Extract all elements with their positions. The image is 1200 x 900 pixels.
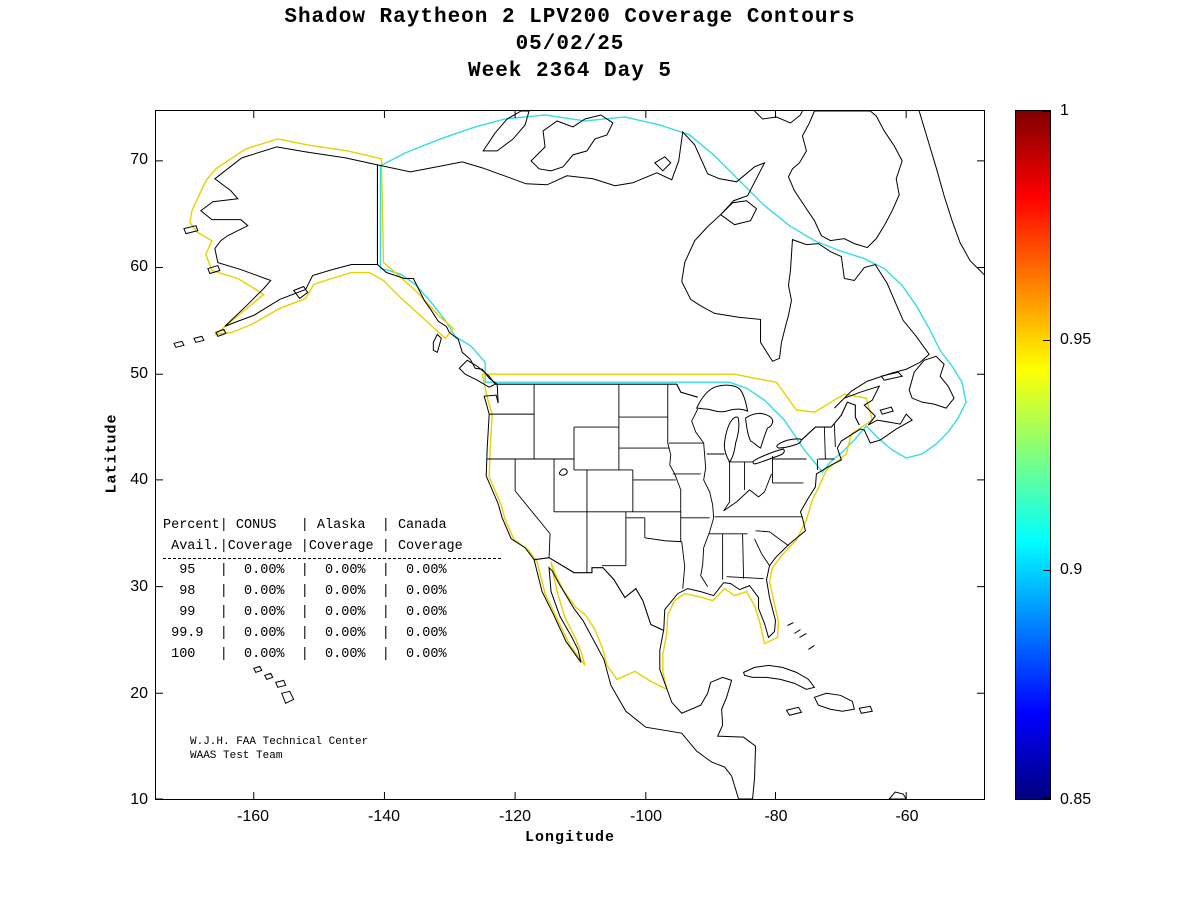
contour-0-95-conus [482, 374, 872, 689]
islands [174, 111, 984, 799]
colorbar [1015, 110, 1051, 800]
national-borders [377, 165, 859, 631]
x-tick--80: -80 [764, 808, 788, 825]
contour-0-95-alaska [190, 139, 453, 338]
axis-tick-marks [156, 111, 984, 799]
colorbar-label-09: 0.9 [1060, 561, 1083, 578]
y-tick-40: 40 [130, 471, 148, 488]
credit-block: W.J.H. FAA Technical Center WAAS Test Te… [190, 735, 368, 763]
y-tick-10: 10 [130, 791, 148, 808]
x-tick--100: -100 [629, 808, 663, 825]
table-divider [163, 558, 501, 559]
colorbar-label-1: 1 [1060, 102, 1069, 119]
table-row-98: 98 | 0.00% | 0.00% | 0.00% [163, 584, 447, 599]
figure-week-day: Week 2364 Day 5 [467, 60, 673, 83]
colorbar-tick-1 [1043, 111, 1050, 112]
mainland-coastline [201, 132, 929, 799]
y-tick-70: 70 [130, 151, 148, 168]
table-row-99: 99 | 0.00% | 0.00% | 0.00% [163, 605, 447, 620]
credit-line-2: WAAS Test Team [190, 750, 283, 762]
colorbar-tick-095 [1043, 340, 1050, 341]
x-tick--160: -160 [236, 808, 270, 825]
colorbar-label-095: 0.95 [1060, 331, 1092, 348]
table-header-row-2: Avail.|Coverage |Coverage | Coverage [163, 539, 463, 554]
coverage-table: Percent| CONUS | Alaska | Canada Avail.|… [163, 515, 501, 665]
table-row-100: 100 | 0.00% | 0.00% | 0.00% [163, 647, 447, 662]
table-header-row-1: Percent| CONUS | Alaska | Canada [163, 518, 447, 533]
x-tick--140: -140 [367, 808, 401, 825]
table-row-95: 95 | 0.00% | 0.00% | 0.00% [163, 563, 447, 578]
state-borders [487, 384, 835, 588]
colorbar-tick-085 [1043, 798, 1050, 799]
x-tick--60: -60 [895, 808, 919, 825]
figure-title: Shadow Raytheon 2 LPV200 Coverage Contou… [284, 6, 856, 29]
north-america-map [156, 111, 984, 799]
x-tick--120: -120 [498, 808, 532, 825]
map-plot-area [155, 110, 985, 800]
colorbar-tick-09 [1043, 570, 1050, 571]
title-block: Shadow Raytheon 2 LPV200 Coverage Contou… [155, 4, 985, 85]
y-tick-20: 20 [130, 685, 148, 702]
table-row-99-9: 99.9 | 0.00% | 0.00% | 0.00% [163, 626, 447, 641]
x-axis-label: Longitude [524, 829, 615, 846]
colorbar-label-085: 0.85 [1060, 791, 1092, 808]
figure-date: 05/02/25 [515, 33, 625, 56]
great-lakes [559, 385, 801, 475]
y-tick-50: 50 [130, 365, 148, 382]
y-tick-60: 60 [130, 258, 148, 275]
y-tick-30: 30 [130, 578, 148, 595]
contour-0-90 [380, 115, 966, 472]
credit-line-1: W.J.H. FAA Technical Center [190, 736, 369, 748]
